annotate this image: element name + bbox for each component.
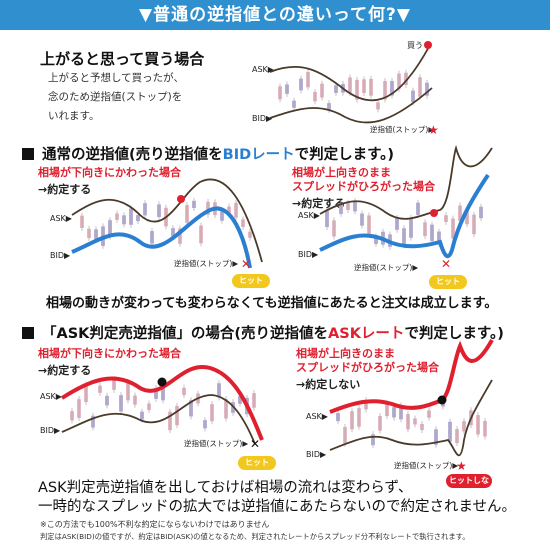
- candlesticks: [70, 69, 487, 449]
- intro-stop-star-icon: ★: [428, 123, 439, 137]
- intro-buy-dot: [424, 41, 432, 49]
- s1-left-stop: 逆指値(ストップ)▶: [174, 259, 239, 268]
- square-bullet-icon: [22, 148, 34, 160]
- s2-left-note2: →約定する: [38, 364, 92, 377]
- s2-right-note2: スプレッドがひろがった場合: [296, 361, 439, 374]
- s1l-cross-icon: ✕: [241, 257, 251, 271]
- s1-right-stop: 逆指値(ストップ)▶: [354, 263, 419, 272]
- section1-summary: 相場の動きが変わっても変わらなくても逆指値にあたると注文は成立します。: [46, 296, 498, 311]
- intro-ask-label: ASK▶: [252, 65, 274, 74]
- s2r-ask-curve: [329, 339, 494, 414]
- intro-line-2: 念のため逆指値(ストップ)を: [48, 91, 183, 103]
- s1l-bid-curve: [71, 206, 252, 269]
- intro-buy-label: 買う: [407, 41, 423, 50]
- s2r-ask-dot: [437, 395, 447, 405]
- s1-left-ask: ASK▶: [50, 214, 72, 223]
- s2-right-stop: 逆指値(ストップ)▶: [394, 461, 459, 470]
- intro-bid-curve: [269, 87, 433, 124]
- s2l-bid-curve: [61, 394, 256, 445]
- s2-left-bid: BID▶: [40, 426, 61, 435]
- footnote-2: 判定はASK(BID)の値ですが、約定はBID(ASK)の値となるため、判定され…: [40, 532, 470, 541]
- intro-bid-label: BID▶: [252, 114, 273, 123]
- intro-line-1: 上がると予想して買ったが、: [48, 72, 184, 84]
- s1-left-note2: →約定する: [38, 183, 92, 196]
- s2-left-hit-badge: ヒット: [238, 456, 276, 470]
- s2-right-note3: →約定しない: [296, 378, 361, 391]
- conclusion-line-2: 一時的なスプレッドの拡大では逆指値にあたらないので約定されません。: [38, 499, 517, 515]
- footnote-1: ※この方法でも100%不利な約定にならないわけではありません: [40, 520, 270, 529]
- s2-left-note1: 相場が下向きにかわった場合: [38, 347, 181, 360]
- section2-title: 「ASK判定売逆指値」の場合(売り逆指値をASKレートで判定します。): [22, 322, 504, 343]
- s2-right-note1: 相場が上向きのまま: [296, 347, 395, 360]
- s1l-ask-curve: [71, 178, 263, 263]
- s1-left-hit-badge: ヒット: [232, 274, 270, 288]
- s1-left-bid: BID▶: [50, 251, 71, 260]
- s2r-bid-curve: [329, 379, 493, 457]
- s2-left-ask: ASK▶: [40, 392, 62, 401]
- s1-right-note2: スプレッドがひろがった場合: [292, 180, 435, 193]
- s2-right-bid: BID▶: [306, 450, 327, 459]
- intro-stop-label: 逆指値(ストップ)▶: [370, 125, 435, 134]
- conclusion-line-1: ASK判定売逆指値を出しておけば相場の流れは変わらず、: [38, 480, 413, 496]
- s1r-bid-curve: [319, 173, 490, 259]
- s1r-cross-icon: ✕: [441, 257, 451, 271]
- s2-right-nohit-badge: ヒットしない: [446, 474, 492, 499]
- s1-right-ask: ASK▶: [298, 211, 320, 220]
- square-bullet-icon: [22, 327, 34, 339]
- section1-title: 通常の逆指値(売り逆指値をBIDレートで判定します。): [22, 143, 394, 164]
- s2-left-stop: 逆指値(ストップ)▶: [184, 439, 249, 448]
- s1l-ask-dot: [177, 195, 185, 203]
- s2-right-ask: ASK▶: [306, 412, 328, 421]
- intro-heading: 上がると思って買う場合: [40, 50, 205, 68]
- s1r-ask-curve: [319, 144, 493, 220]
- s1-right-bid: BID▶: [298, 250, 319, 259]
- s1-left-note1: 相場が下向きにかわった場合: [38, 166, 181, 179]
- s1-right-note3: →約定する: [292, 197, 346, 210]
- s1-right-note1: 相場が上向きのまま: [292, 166, 391, 179]
- s2r-star-icon: ★: [456, 459, 467, 473]
- s2l-ask-dot: [157, 377, 167, 387]
- intro-line-3: いれます。: [48, 110, 100, 122]
- intro-ask-curve: [269, 44, 431, 102]
- s2l-cross-icon: ✕: [250, 437, 260, 451]
- s2l-ask-curve: [60, 364, 264, 441]
- banner-title: ▼普通の逆指値との違いって何?▼: [0, 0, 550, 30]
- s1-right-hit-badge: ヒット: [429, 275, 467, 289]
- s1r-ask-dot: [430, 209, 438, 217]
